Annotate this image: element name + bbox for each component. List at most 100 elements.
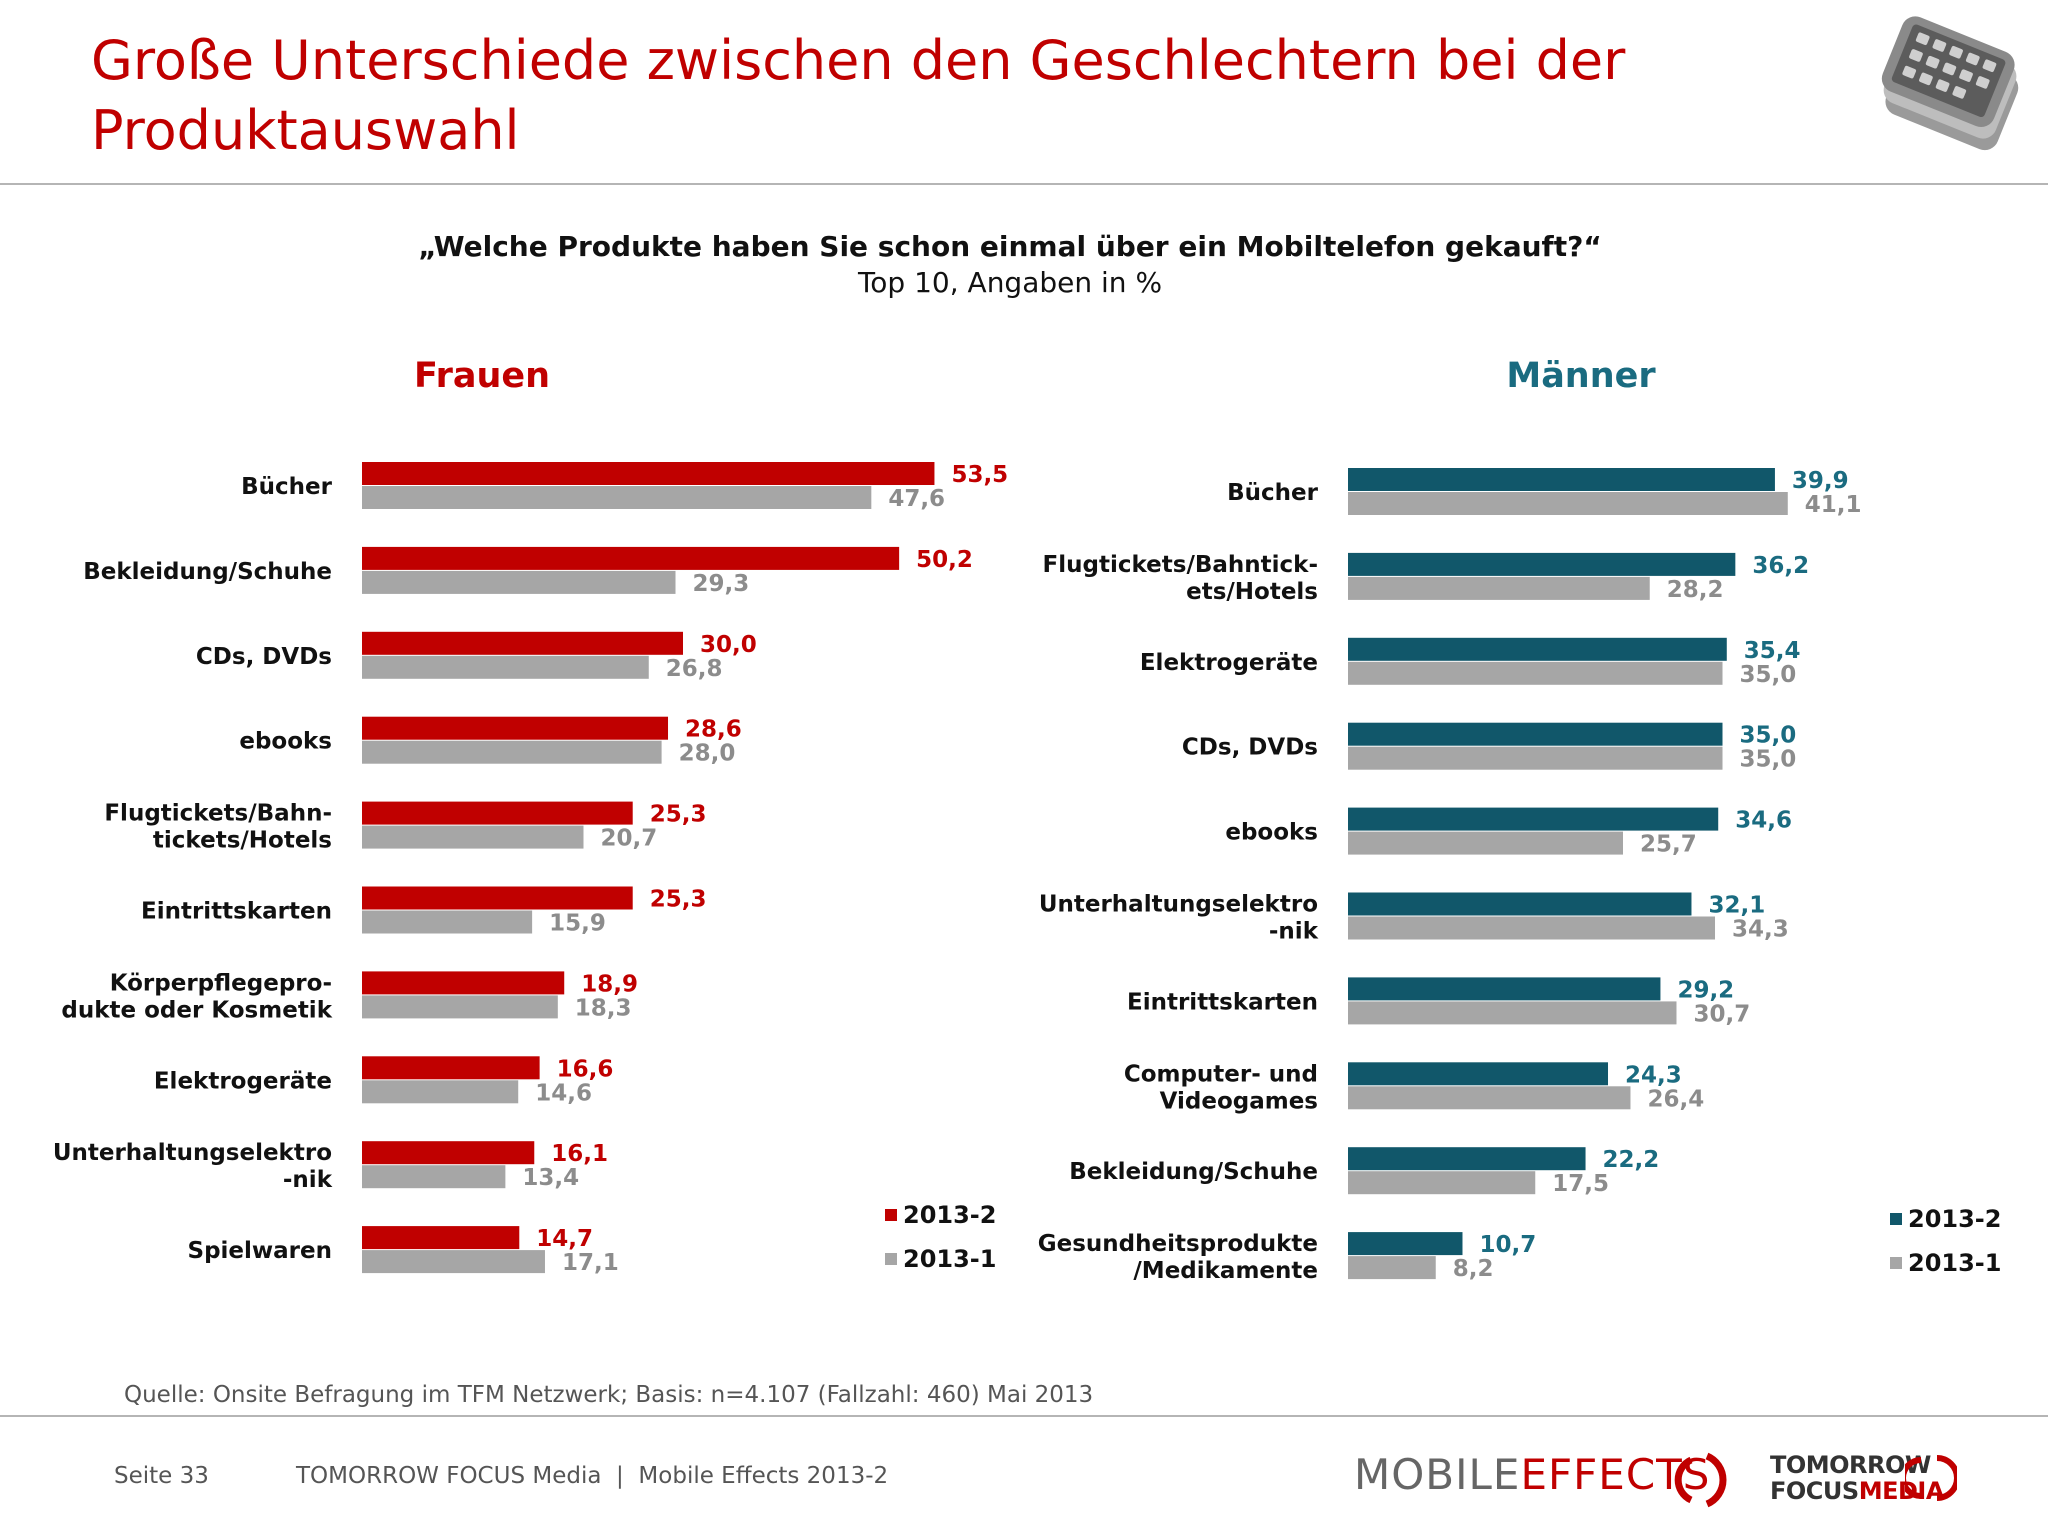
women-value-label-2013-2: 16,6 [557,1056,614,1082]
men-bar-2013-1 [1348,1001,1677,1025]
women-bar-2013-1 [362,825,584,849]
women-bar-2013-2 [362,1056,540,1080]
men-category-label: Unterhaltungselektro -nik [1039,892,1319,945]
men-value-label-2013-2: 36,2 [1752,553,1809,579]
men-bar-2013-1 [1348,661,1723,685]
men-category-label: Eintrittskarten [1127,989,1318,1015]
men-bar-2013-1 [1348,746,1723,770]
men-value-label-2013-1: 17,5 [1552,1171,1609,1197]
women-bar-2013-1 [362,655,649,679]
men-category-label: Bekleidung/Schuhe [1069,1159,1318,1185]
men-bar-2013-1 [1348,492,1788,515]
men-bar-2013-1 [1348,1256,1436,1280]
phone-icon [1881,16,2019,151]
women-value-label-2013-2: 16,1 [551,1141,608,1167]
women-value-label-2013-2: 18,9 [581,971,638,997]
footer-divider [0,1415,2048,1417]
women-bar-2013-1 [362,570,676,594]
survey-question: „Welche Produkte haben Sie schon einmal … [418,230,1602,263]
women-bar-2013-2 [362,1226,520,1250]
women-value-label-2013-2: 28,6 [685,717,742,743]
tomorrow-focus-mark-icon [1905,1455,1957,1501]
women-value-label-2013-1: 13,4 [522,1165,579,1191]
men-category-label: Flugtickets/Bahntick-ets/Hotels [1043,552,1318,605]
men-value-label-2013-1: 35,0 [1740,747,1797,773]
women-bar-2013-1 [362,995,558,1019]
men-bar-2013-1 [1348,916,1716,940]
women-bar-2013-2 [362,462,935,485]
men-value-label-2013-2: 24,3 [1625,1062,1682,1088]
men-bar-2013-2 [1348,1062,1609,1086]
women-category-label: Elektrogeräte [154,1068,332,1094]
page-number: Seite 33 [114,1463,209,1489]
women-value-label-2013-2: 50,2 [916,547,973,573]
men-legend-swatch-2013-1 [1890,1257,1902,1269]
men-bar-2013-2 [1348,1147,1586,1171]
women-category-label: Unterhaltungselektro -nik [53,1140,333,1193]
women-value-label-2013-1: 17,1 [562,1250,619,1276]
women-legend-label-2013-2: 2013-2 [903,1201,996,1229]
men-bar-2013-1 [1348,1171,1536,1195]
footer-text: TOMORROW FOCUS Media | Mobile Effects 20… [296,1463,889,1489]
source-note: Quelle: Onsite Befragung im TFM Netzwerk… [124,1382,1094,1408]
men-bar-2013-1 [1348,1086,1631,1110]
men-value-label-2013-1: 25,7 [1640,832,1697,858]
women-chart-title: Frauen [413,356,551,396]
women-bar-2013-1 [362,910,533,934]
men-value-label-2013-1: 41,1 [1805,492,1862,518]
men-bar-2013-1 [1348,576,1650,600]
men-category-label: Computer- und Videogames [1124,1061,1318,1114]
women-category-label: Körperpflegepro-dukte oder Kosmetik [61,970,332,1023]
men-value-label-2013-1: 34,3 [1732,917,1789,943]
women-category-label: Eintrittskarten [141,899,332,925]
men-value-label-2013-2: 10,7 [1479,1232,1536,1258]
men-category-label: Gesundheitsprodukte/Medikamente [1038,1231,1318,1284]
bar-charts: 53,547,6 Bücher 50,2 29,3 Bekleidung/Schuhe 3… [53,462,2001,1284]
men-bar-2013-2 [1348,552,1736,576]
men-value-label-2013-2: 39,9 [1792,468,1849,494]
women-bar-2013-2 [362,631,683,655]
women-category-label: Bücher [241,474,333,500]
women-value-label-2013-2: 25,3 [650,887,707,913]
men-category-label: CDs, DVDs [1182,735,1318,761]
women-value-label-2013-1: 26,8 [666,656,723,682]
women-category-label: ebooks [239,729,332,755]
women-bar-2013-1 [362,486,872,509]
women-bar-2013-2 [362,1141,535,1165]
women-bar-2013-2 [362,971,565,995]
men-legend-label-2013-2: 2013-2 [1908,1205,2001,1233]
men-value-label-2013-1: 35,0 [1740,662,1797,688]
women-legend-swatch-2013-2 [885,1209,897,1221]
men-category-label: Elektrogeräte [1140,650,1318,676]
men-bar-2013-2 [1348,807,1719,831]
men-value-label-2013-1: 8,2 [1453,1256,1494,1282]
men-value-label-2013-2: 34,6 [1735,808,1792,834]
women-bar-2013-1 [362,740,662,764]
men-value-label-2013-2: 35,4 [1744,638,1801,664]
women-value-label-2013-2: 14,7 [536,1226,593,1252]
women-value-label-2013-1: 29,3 [693,571,750,597]
header-divider [0,183,2048,185]
men-bar-2013-2 [1348,468,1775,491]
women-bar-2013-1 [362,1080,519,1104]
men-value-label-2013-2: 29,2 [1677,977,1734,1003]
men-category-label: ebooks [1225,820,1318,846]
men-bar-2013-2 [1348,892,1692,916]
men-chart-title: Männer [1506,356,1656,396]
women-category-label: Bekleidung/Schuhe [83,559,332,585]
women-value-label-2013-1: 47,6 [888,486,945,512]
women-bar-2013-2 [362,801,633,825]
men-legend-swatch-2013-2 [1890,1213,1902,1225]
women-legend-label-2013-1: 2013-1 [903,1245,996,1273]
women-value-label-2013-1: 14,6 [535,1080,592,1106]
men-bar-2013-2 [1348,1232,1463,1256]
men-legend-label-2013-1: 2013-1 [1908,1249,2001,1277]
women-bar-2013-2 [362,546,900,570]
women-category-label: CDs, DVDs [196,644,332,670]
women-category-label: Spielwaren [188,1238,332,1264]
women-value-label-2013-2: 25,3 [650,802,707,828]
men-bar-2013-2 [1348,722,1723,746]
men-value-label-2013-2: 32,1 [1708,893,1765,919]
women-bar-2013-1 [362,1250,545,1274]
women-value-label-2013-2: 53,5 [951,462,1008,488]
